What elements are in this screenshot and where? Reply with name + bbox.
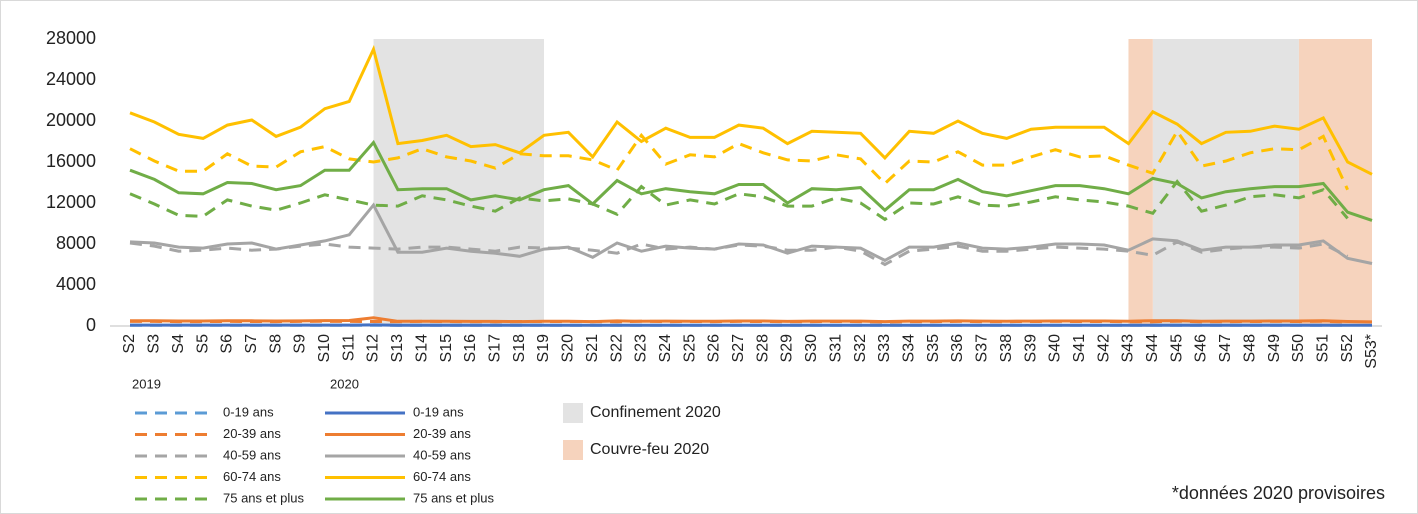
x-tick-label: S34 — [901, 334, 918, 363]
x-tick-label: S45 — [1168, 334, 1185, 363]
x-tick-label: S44 — [1144, 334, 1161, 363]
series-line — [129, 44, 1373, 176]
legend-label: Confinement 2020 — [590, 404, 721, 421]
x-tick-label: S25 — [681, 334, 698, 363]
x-tick-label: S9 — [292, 334, 309, 354]
series-line — [129, 128, 1349, 191]
x-tick-label: S29 — [779, 334, 796, 363]
legend-label: 0-19 ans — [413, 404, 464, 419]
y-tick-label: 24000 — [46, 69, 96, 89]
x-tick-label: S7 — [243, 334, 260, 354]
x-tick-label: S2 — [121, 334, 138, 354]
x-tick-label: S15 — [438, 334, 455, 363]
y-tick-label: 0 — [86, 315, 96, 335]
series-line — [129, 202, 1373, 265]
x-tick-label: S13 — [389, 334, 406, 363]
x-tick-label: S43 — [1120, 334, 1137, 363]
x-tick-label: S23 — [633, 334, 650, 363]
x-tick-label: S42 — [1095, 334, 1112, 363]
x-tick-label: S41 — [1071, 334, 1088, 363]
x-tick-label: S6 — [219, 334, 236, 354]
x-tick-label: S22 — [608, 334, 625, 363]
y-tick-label: 12000 — [46, 192, 96, 212]
x-tick-label: S3 — [146, 334, 163, 354]
legend-label: 75 ans et plus — [223, 490, 304, 505]
legend-label: 75 ans et plus — [413, 490, 494, 505]
legend-label: 60-74 ans — [223, 469, 281, 484]
x-tick-label: S12 — [365, 334, 382, 363]
x-tick-label: S32 — [852, 334, 869, 363]
x-tick-label: S30 — [803, 334, 820, 363]
x-tick-label: S17 — [487, 334, 504, 363]
y-tick-label: 20000 — [46, 110, 96, 130]
x-tick-label: S35 — [925, 334, 942, 363]
x-tick-label: S36 — [949, 334, 966, 363]
legend-label: 60-74 ans — [413, 469, 471, 484]
x-tick-label: S51 — [1315, 334, 1332, 363]
y-tick-label: 28000 — [46, 28, 96, 48]
x-tick-label: S46 — [1193, 334, 1210, 363]
shade-region — [1298, 39, 1372, 326]
x-tick-label: S49 — [1266, 334, 1283, 363]
x-tick-label: S53* — [1363, 334, 1380, 369]
x-tick-label: S5 — [194, 334, 211, 354]
legend-title: 2020 — [330, 376, 359, 391]
x-tick-label: S8 — [267, 334, 284, 354]
series-line — [129, 240, 1349, 267]
legend-label: 20-39 ans — [413, 426, 471, 441]
x-tick-label: S16 — [462, 334, 479, 363]
annotation: *données 2020 provisoires — [1172, 483, 1385, 503]
x-tick-label: S37 — [974, 334, 991, 363]
legend-label: 40-59 ans — [413, 447, 471, 462]
x-tick-label: S40 — [1047, 334, 1064, 363]
legend-title: 2019 — [132, 376, 161, 391]
series-line — [129, 316, 1373, 324]
y-tick-label: 4000 — [56, 274, 96, 294]
y-tick-label: 8000 — [56, 233, 96, 253]
x-tick-label: S21 — [584, 334, 601, 363]
x-tick-label: S39 — [1022, 334, 1039, 363]
legend-label: 40-59 ans — [223, 447, 281, 462]
x-tick-label: S24 — [657, 334, 674, 363]
x-tick-label: S18 — [511, 334, 528, 363]
x-tick-label: S31 — [827, 334, 844, 363]
x-tick-label: S20 — [560, 334, 577, 363]
x-tick-label: S27 — [730, 334, 747, 363]
legend-label: 20-39 ans — [223, 426, 281, 441]
shade-region — [373, 39, 544, 326]
legend-label: 0-19 ans — [223, 404, 274, 419]
legend-swatch — [563, 403, 583, 423]
x-tick-label: S4 — [170, 334, 187, 354]
legend-label: Couvre-feu 2020 — [590, 441, 709, 458]
x-tick-label: S33 — [876, 334, 893, 363]
x-tick-label: S19 — [535, 334, 552, 363]
legend-swatch — [563, 440, 583, 460]
x-tick-label: S11 — [340, 334, 357, 361]
shade-region — [1128, 39, 1153, 326]
x-tick-label: S52 — [1339, 334, 1356, 363]
series-line — [129, 139, 1373, 222]
x-tick-label: S47 — [1217, 334, 1234, 363]
y-tick-label: 16000 — [46, 151, 96, 171]
x-tick-label: S10 — [316, 334, 333, 363]
x-tick-label: S50 — [1290, 334, 1307, 363]
x-tick-label: S48 — [1241, 334, 1258, 363]
x-tick-label: S28 — [754, 334, 771, 363]
x-tick-label: S14 — [413, 334, 430, 363]
x-tick-label: S38 — [998, 334, 1015, 363]
x-tick-label: S26 — [706, 334, 723, 363]
